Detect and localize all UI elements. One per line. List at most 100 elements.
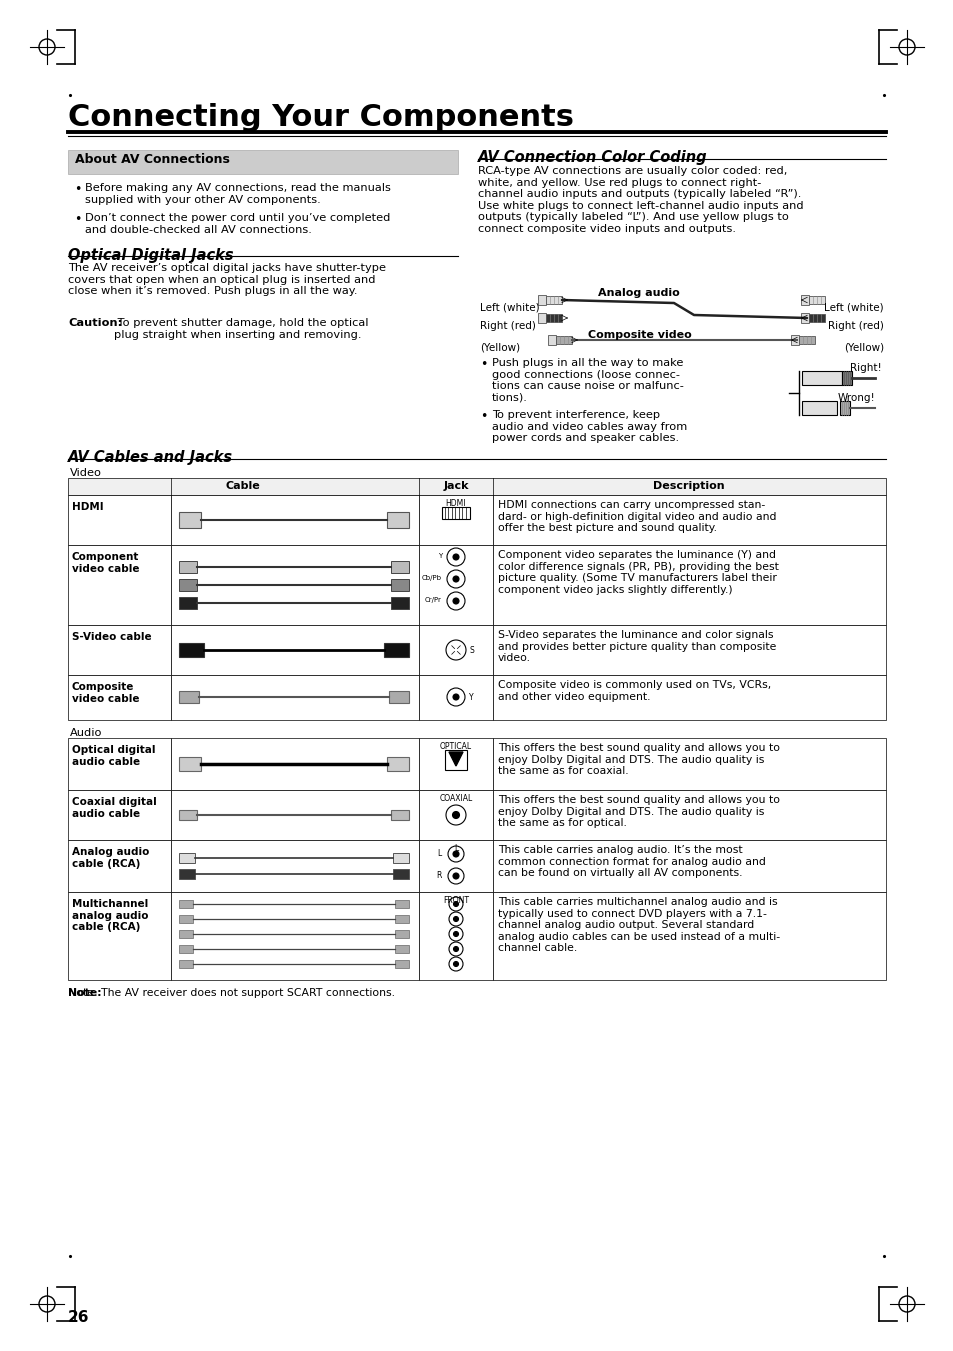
Text: Composite video is commonly used on TVs, VCRs,
and other video equipment.: Composite video is commonly used on TVs,… xyxy=(497,680,770,701)
Text: Component
video cable: Component video cable xyxy=(71,553,139,574)
Bar xyxy=(790,335,799,345)
Bar xyxy=(68,738,171,790)
Bar xyxy=(493,840,885,892)
Text: •: • xyxy=(74,213,81,226)
Text: Optical Digital Jacks: Optical Digital Jacks xyxy=(68,249,233,263)
Bar xyxy=(493,494,885,544)
Text: FRONT: FRONT xyxy=(442,896,469,905)
Circle shape xyxy=(448,867,463,884)
Bar xyxy=(179,944,193,952)
Bar xyxy=(537,313,545,323)
Circle shape xyxy=(898,1296,914,1312)
Text: Left (white): Left (white) xyxy=(823,303,883,313)
Bar xyxy=(801,372,841,385)
Text: S: S xyxy=(470,646,475,655)
Circle shape xyxy=(447,570,464,588)
Circle shape xyxy=(453,576,458,582)
Circle shape xyxy=(453,554,458,561)
Circle shape xyxy=(453,873,458,880)
Text: Before making any AV connections, read the manuals
supplied with your other AV c: Before making any AV connections, read t… xyxy=(85,182,391,204)
Text: Right!: Right! xyxy=(849,363,881,373)
Text: Multichannel
analog audio
cable (RCA): Multichannel analog audio cable (RCA) xyxy=(71,898,149,932)
Circle shape xyxy=(448,846,463,862)
Bar xyxy=(179,869,194,880)
Text: To prevent interference, keep
audio and video cables away from
power cords and s: To prevent interference, keep audio and … xyxy=(492,409,686,443)
Circle shape xyxy=(449,912,462,925)
Polygon shape xyxy=(449,753,462,766)
Bar xyxy=(418,494,493,544)
Bar xyxy=(68,626,171,676)
Bar xyxy=(179,512,201,528)
Text: This cable carries multichannel analog audio and is
typically used to connect DV: This cable carries multichannel analog a… xyxy=(497,897,780,954)
Text: This offers the best sound quality and allows you to
enjoy Dolby Digital and DTS: This offers the best sound quality and a… xyxy=(497,794,780,828)
Bar xyxy=(179,961,193,969)
Circle shape xyxy=(453,851,458,857)
Text: •: • xyxy=(479,358,487,372)
Bar xyxy=(418,840,493,892)
Bar xyxy=(493,544,885,626)
Text: Connecting Your Components: Connecting Your Components xyxy=(68,103,574,132)
Circle shape xyxy=(453,901,458,907)
Bar xyxy=(393,869,409,880)
Text: This offers the best sound quality and allows you to
enjoy Dolby Digital and DTS: This offers the best sound quality and a… xyxy=(497,743,780,777)
Bar xyxy=(171,676,418,720)
Text: Y: Y xyxy=(469,693,473,703)
Circle shape xyxy=(449,897,462,911)
Bar xyxy=(493,626,885,676)
Circle shape xyxy=(453,598,458,604)
Text: (Yellow): (Yellow) xyxy=(843,343,883,353)
Bar xyxy=(418,626,493,676)
Bar xyxy=(387,757,409,771)
Bar xyxy=(395,900,409,908)
Text: COAXIAL: COAXIAL xyxy=(439,794,472,802)
Bar xyxy=(179,643,204,657)
Text: Caution:: Caution: xyxy=(68,317,122,328)
Bar xyxy=(384,643,409,657)
Bar xyxy=(179,929,193,938)
Bar xyxy=(393,852,409,863)
Circle shape xyxy=(449,927,462,942)
Text: Wrong!: Wrong! xyxy=(837,393,875,403)
Text: S-Video cable: S-Video cable xyxy=(71,632,152,642)
Bar xyxy=(801,295,808,305)
Circle shape xyxy=(452,812,459,819)
Bar xyxy=(179,900,193,908)
Bar xyxy=(545,313,561,322)
Circle shape xyxy=(898,39,914,55)
Bar xyxy=(68,840,171,892)
Text: Cable: Cable xyxy=(226,481,260,490)
Text: Optical digital
audio cable: Optical digital audio cable xyxy=(71,744,155,766)
Bar xyxy=(179,561,196,573)
Bar xyxy=(801,313,808,323)
Text: To prevent shutter damage, hold the optical
plug straight when inserting and rem: To prevent shutter damage, hold the opti… xyxy=(113,317,368,339)
Text: Audio: Audio xyxy=(70,728,102,738)
Text: Note:: Note: xyxy=(68,988,102,998)
Bar xyxy=(418,738,493,790)
Bar xyxy=(179,852,194,863)
Circle shape xyxy=(447,549,464,566)
Bar xyxy=(68,478,885,494)
Bar xyxy=(808,313,824,322)
Text: HDMI: HDMI xyxy=(71,503,104,512)
Text: Right (red): Right (red) xyxy=(827,322,883,331)
Circle shape xyxy=(446,640,465,661)
Text: AV Cables and Jacks: AV Cables and Jacks xyxy=(68,450,233,465)
Text: Component video separates the luminance (Y) and
color difference signals (PR, PB: Component video separates the luminance … xyxy=(497,550,778,594)
Circle shape xyxy=(39,1296,55,1312)
Bar xyxy=(171,790,418,840)
Text: Push plugs in all the way to make
good connections (loose connec-
tions can caus: Push plugs in all the way to make good c… xyxy=(492,358,683,403)
Text: R: R xyxy=(436,871,441,880)
Text: •: • xyxy=(74,182,81,196)
Text: Right (red): Right (red) xyxy=(479,322,536,331)
Text: S-Video separates the luminance and color signals
and provides better picture qu: S-Video separates the luminance and colo… xyxy=(497,630,776,663)
Bar xyxy=(493,790,885,840)
Text: Y: Y xyxy=(437,553,441,559)
Circle shape xyxy=(453,947,458,951)
Bar xyxy=(68,892,171,979)
Bar xyxy=(547,335,556,345)
Text: Video: Video xyxy=(70,467,102,478)
Text: HDMI: HDMI xyxy=(445,499,466,508)
Bar xyxy=(171,494,418,544)
Bar xyxy=(171,544,418,626)
Circle shape xyxy=(447,688,464,707)
